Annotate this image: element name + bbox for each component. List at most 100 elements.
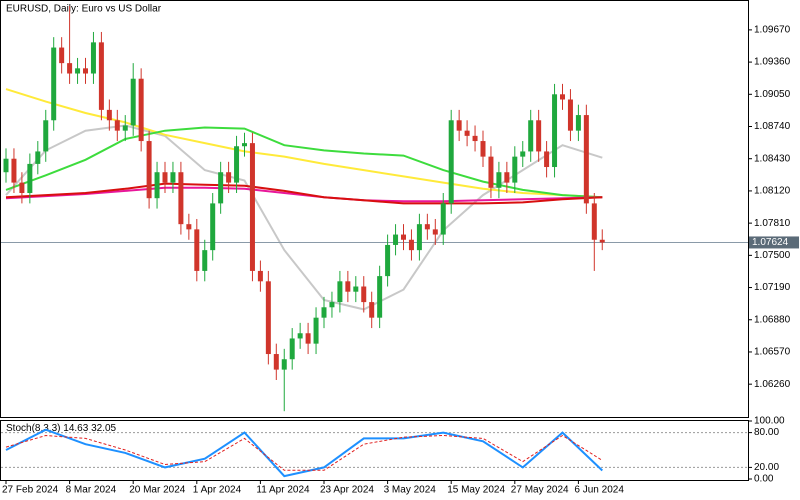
candle-body xyxy=(512,156,518,183)
candle-body xyxy=(488,156,494,188)
candle-body xyxy=(583,115,589,204)
candle-body xyxy=(560,94,565,100)
candle-body xyxy=(67,63,73,74)
moving-average xyxy=(5,186,603,203)
candle-body xyxy=(440,203,446,235)
candle-body xyxy=(401,234,406,240)
candle-body xyxy=(154,172,160,199)
candle-body xyxy=(289,338,295,360)
candle-body xyxy=(242,143,247,147)
candle-body xyxy=(480,141,486,157)
candle-body xyxy=(27,163,33,193)
moving-average xyxy=(5,124,603,311)
stoch-tick-label: 0.00 xyxy=(754,474,774,485)
candle-body xyxy=(194,229,200,271)
candle-body xyxy=(106,109,112,121)
candle-body xyxy=(393,234,399,245)
x-tick-label: 27 May 2024 xyxy=(511,485,569,496)
stoch-panel xyxy=(0,420,749,481)
moving-average xyxy=(5,126,603,199)
candle-body xyxy=(273,354,279,370)
candle-body xyxy=(472,135,478,142)
candle-body xyxy=(218,172,224,204)
candle-body xyxy=(122,125,128,131)
candle-body xyxy=(210,203,216,251)
candle-body xyxy=(186,224,192,230)
stoch-tick-label: 100.00 xyxy=(754,416,785,427)
candle-body xyxy=(178,172,184,225)
stoch-tick-label: 20.00 xyxy=(754,462,779,473)
candle-body xyxy=(353,286,359,292)
stoch-line xyxy=(5,428,603,478)
candle-body xyxy=(591,203,597,240)
candle-body xyxy=(249,143,255,271)
candle-body xyxy=(3,158,9,173)
candle-body xyxy=(234,146,240,183)
candle-body xyxy=(202,250,208,271)
candle-body xyxy=(83,68,88,74)
y-tick-label: 1.07190 xyxy=(754,282,791,293)
candle-body xyxy=(528,120,534,152)
y-tick-label: 1.08430 xyxy=(754,153,791,164)
candle-body xyxy=(281,359,287,370)
y-tick-label: 1.08120 xyxy=(754,186,791,197)
candle-body xyxy=(297,333,303,339)
candle-body xyxy=(51,47,57,121)
y-tick-label: 1.07500 xyxy=(754,250,791,261)
x-tick-label: 27 Feb 2024 xyxy=(2,485,59,496)
candle-body xyxy=(19,182,25,193)
x-tick-label: 1 Apr 2024 xyxy=(193,485,242,496)
candle-body xyxy=(90,42,96,74)
candle-body xyxy=(35,151,41,164)
candle-body xyxy=(226,172,232,183)
candle-body xyxy=(448,120,454,204)
candle-body xyxy=(552,94,558,168)
stoch-main-value: 14.63 xyxy=(63,423,88,434)
y-tick-label: 1.06570 xyxy=(754,347,791,358)
chart-title: EURUSD, Daily: Euro vs US Dollar xyxy=(6,4,162,15)
candle-body xyxy=(432,229,438,235)
candle-body xyxy=(313,317,319,344)
candle-body xyxy=(456,120,462,131)
stoch-label: Stoch(8,3,3) 14.63 32.05 xyxy=(6,423,117,434)
moving-average xyxy=(5,182,603,205)
candle-body xyxy=(146,141,152,199)
x-tick-label: 15 May 2024 xyxy=(447,485,505,496)
stoch-line xyxy=(5,434,603,471)
candle-body xyxy=(504,172,510,183)
x-tick-label: 6 Jun 2024 xyxy=(574,485,624,496)
x-tick-label: 3 May 2024 xyxy=(384,485,437,496)
y-tick-label: 1.07810 xyxy=(754,218,791,229)
candle-body xyxy=(377,276,383,318)
candle-body xyxy=(567,99,573,131)
stoch-tick-label: 80.00 xyxy=(754,427,779,438)
candle-body xyxy=(544,151,550,168)
x-tick-label: 8 Mar 2024 xyxy=(66,485,117,496)
candle-body xyxy=(599,239,605,243)
candle-body xyxy=(43,120,49,152)
candle-body xyxy=(114,120,120,131)
stoch-name: Stoch(8,3,3) xyxy=(6,423,60,434)
stoch-signal-value: 32.05 xyxy=(91,423,116,434)
candle-body xyxy=(130,78,136,126)
moving-average xyxy=(5,88,603,199)
candle-body xyxy=(257,270,263,282)
x-tick-label: 11 Apr 2024 xyxy=(256,485,310,496)
y-tick-label: 1.09360 xyxy=(754,57,791,68)
y-tick-label: 1.08740 xyxy=(754,121,791,132)
candle-body xyxy=(496,172,502,188)
candle-body xyxy=(520,151,526,157)
candle-body xyxy=(345,281,351,292)
y-tick-label: 1.06880 xyxy=(754,314,791,325)
candle-body xyxy=(408,239,414,251)
candle-body xyxy=(162,172,168,183)
x-tick-label: 20 Mar 2024 xyxy=(129,485,186,496)
price-label: 1.07624 xyxy=(752,237,789,248)
candle-body xyxy=(464,130,470,136)
candle-body xyxy=(98,42,104,110)
price-label-box xyxy=(749,236,799,249)
y-tick-label: 1.06260 xyxy=(754,379,791,390)
y-tick-label: 1.09670 xyxy=(754,25,791,36)
candle-body xyxy=(536,120,542,152)
